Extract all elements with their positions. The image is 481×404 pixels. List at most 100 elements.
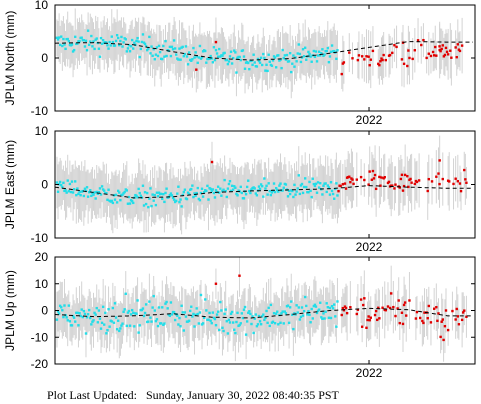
data-point [293, 65, 296, 68]
data-point [97, 47, 101, 50]
data-point [267, 306, 270, 310]
data-point [71, 314, 75, 318]
data-point [309, 189, 312, 193]
data-point [264, 187, 267, 190]
data-point [295, 60, 298, 63]
data-point [93, 47, 96, 51]
data-point [313, 303, 317, 307]
data-point [152, 199, 155, 202]
data-point [99, 193, 103, 196]
data-point [83, 187, 87, 190]
data-point-recent [452, 182, 455, 186]
data-point [155, 46, 159, 49]
data-point-recent [426, 317, 429, 320]
data-point [279, 58, 282, 61]
data-point [143, 42, 147, 46]
data-point [330, 304, 334, 308]
data-point [229, 312, 233, 315]
data-point [249, 191, 252, 195]
data-point [166, 307, 169, 310]
data-point [117, 189, 120, 193]
data-point [264, 316, 267, 320]
data-point [149, 52, 152, 55]
data-point [152, 294, 155, 298]
data-point [183, 311, 187, 314]
data-point [84, 189, 88, 193]
data-point [323, 317, 326, 320]
data-point [70, 43, 74, 46]
data-point [302, 309, 306, 313]
data-point [144, 45, 148, 48]
data-point [82, 194, 86, 198]
data-point-recent [367, 315, 370, 318]
data-point-recent [401, 322, 405, 326]
data-point [124, 38, 127, 41]
data-point [292, 195, 295, 199]
data-point [202, 316, 206, 319]
data-point [110, 35, 113, 38]
data-point-recent [435, 306, 438, 309]
y-tick-label: -10 [31, 330, 49, 344]
data-point [284, 58, 288, 61]
data-point [67, 40, 70, 43]
data-point [296, 311, 299, 314]
data-point [150, 45, 153, 48]
data-point [276, 188, 279, 192]
data-point [329, 181, 333, 184]
data-point-recent [446, 328, 450, 332]
data-point [62, 181, 65, 185]
data-point [128, 324, 132, 327]
data-point-recent [439, 335, 442, 339]
data-point [84, 39, 88, 43]
data-point [137, 187, 140, 191]
data-point [248, 189, 251, 193]
data-point-recent [399, 177, 403, 181]
data-point [68, 182, 72, 186]
data-point [305, 185, 308, 189]
data-point [299, 60, 303, 64]
data-point [317, 308, 321, 311]
data-point [147, 320, 150, 323]
data-point [307, 191, 310, 194]
data-point [270, 64, 274, 67]
data-point [65, 316, 68, 319]
data-point [165, 187, 168, 190]
data-point [281, 310, 284, 313]
data-point [149, 316, 152, 319]
data-point-recent [393, 187, 396, 190]
data-point-recent [434, 45, 437, 49]
data-point [221, 54, 224, 57]
data-point [66, 179, 69, 182]
data-point-recent [345, 311, 349, 315]
data-point [79, 314, 82, 318]
data-point [104, 311, 107, 315]
data-point [294, 193, 297, 196]
y-tick-label: -20 [31, 357, 49, 371]
data-point-recent [386, 305, 390, 308]
data-point [317, 50, 321, 53]
data-point-recent [402, 184, 406, 188]
data-point [55, 318, 59, 321]
data-point-recent [397, 299, 400, 302]
data-point [118, 329, 121, 333]
data-point [115, 33, 119, 37]
data-point [266, 193, 269, 196]
data-point [106, 328, 109, 332]
data-point [152, 48, 155, 51]
data-point [207, 198, 210, 201]
data-point-recent [367, 183, 370, 186]
data-point [99, 327, 103, 330]
data-point [334, 315, 337, 318]
model-curve [55, 41, 473, 61]
data-point-recent [391, 184, 394, 187]
data-point [268, 189, 271, 193]
data-point [315, 60, 319, 63]
data-point [76, 311, 79, 314]
data-point-recent [400, 58, 404, 61]
data-point [89, 316, 92, 320]
data-point [136, 196, 139, 199]
data-point [261, 185, 264, 188]
data-point [110, 199, 113, 203]
data-point [164, 191, 167, 195]
data-point [153, 193, 156, 197]
